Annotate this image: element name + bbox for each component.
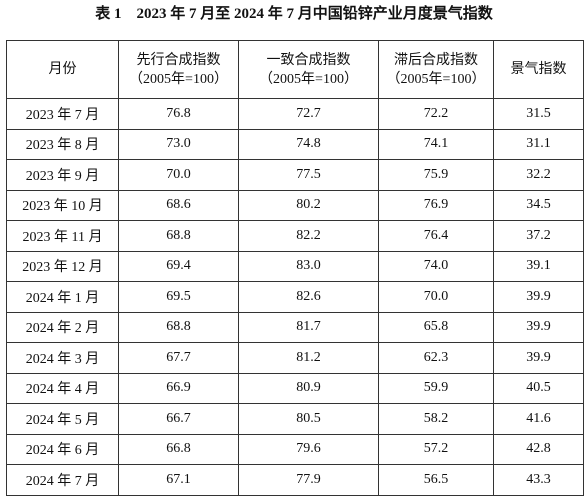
value-cell: 66.7 <box>118 403 239 435</box>
value-cell: 80.5 <box>238 403 379 435</box>
value-cell: 41.6 <box>493 403 584 435</box>
table-row: 2023 年 12 月 69.4 83.0 74.0 39.1 <box>6 250 584 282</box>
table-row: 2024 年 1 月 69.5 82.6 70.0 39.9 <box>6 281 584 313</box>
value-cell: 74.1 <box>378 128 494 160</box>
value-cell: 82.6 <box>238 281 379 313</box>
value-cell: 79.6 <box>238 433 379 465</box>
value-cell: 76.8 <box>118 98 239 130</box>
value-cell: 67.7 <box>118 342 239 374</box>
value-cell: 81.7 <box>238 311 379 343</box>
header-line: 先行合成指数 <box>136 52 221 68</box>
header-cell: 月份 <box>6 40 119 99</box>
table-row: 2024 年 5 月 66.7 80.5 58.2 41.6 <box>6 403 584 435</box>
month-cell: 2023 年 11 月 <box>6 220 119 252</box>
value-cell: 62.3 <box>378 342 494 374</box>
value-cell: 80.9 <box>238 372 379 404</box>
value-cell: 37.2 <box>493 220 584 252</box>
header-line: 滞后合成指数 <box>394 52 478 68</box>
table: 月份 先行合成指数 （2005年=100） 一致合成指数 （2005年=100） 滞后合成… <box>6 40 584 496</box>
table-row: 2023 年 8 月 73.0 74.8 74.1 31.1 <box>6 128 584 160</box>
value-cell: 39.9 <box>493 311 584 343</box>
value-cell: 32.2 <box>493 159 584 191</box>
month-cell: 2024 年 3 月 <box>6 342 119 374</box>
value-cell: 68.8 <box>118 311 239 343</box>
table-row: 2023 年 9 月 70.0 77.5 75.9 32.2 <box>6 159 584 191</box>
month-cell: 2023 年 12 月 <box>6 250 119 282</box>
value-cell: 69.4 <box>118 250 239 282</box>
month-cell: 2023 年 9 月 <box>6 159 119 191</box>
value-cell: 76.4 <box>378 220 494 252</box>
value-cell: 43.3 <box>493 464 584 496</box>
header-cell: 景气指数 <box>493 40 584 99</box>
value-cell: 40.5 <box>493 372 584 404</box>
month-cell: 2024 年 1 月 <box>6 281 119 313</box>
value-cell: 76.9 <box>378 189 494 221</box>
value-cell: 59.9 <box>378 372 494 404</box>
value-cell: 39.9 <box>493 342 584 374</box>
value-cell: 39.9 <box>493 281 584 313</box>
month-cell: 2024 年 4 月 <box>6 372 119 404</box>
value-cell: 56.5 <box>378 464 494 496</box>
header-row: 月份 先行合成指数 （2005年=100） 一致合成指数 （2005年=100） 滞后合成… <box>6 40 584 99</box>
month-cell: 2023 年 7 月 <box>6 98 119 130</box>
header-line: （2005年=100） <box>259 71 358 87</box>
value-cell: 67.1 <box>118 464 239 496</box>
value-cell: 42.8 <box>493 433 584 465</box>
header-line: （2005年=100） <box>386 71 486 87</box>
value-cell: 57.2 <box>378 433 494 465</box>
header-line: 一致合成指数 <box>266 52 351 68</box>
value-cell: 82.2 <box>238 220 379 252</box>
value-cell: 31.1 <box>493 128 584 160</box>
value-cell: 70.0 <box>118 159 239 191</box>
table-row: 2024 年 4 月 66.9 80.9 59.9 40.5 <box>6 372 584 404</box>
value-cell: 80.2 <box>238 189 379 221</box>
value-cell: 31.5 <box>493 98 584 130</box>
value-cell: 34.5 <box>493 189 584 221</box>
value-cell: 72.2 <box>378 98 494 130</box>
value-cell: 39.1 <box>493 250 584 282</box>
value-cell: 77.9 <box>238 464 379 496</box>
value-cell: 83.0 <box>238 250 379 282</box>
month-cell: 2024 年 2 月 <box>6 311 119 343</box>
header-line: 月份 <box>48 62 77 77</box>
table-row: 2023 年 7 月 76.8 72.7 72.2 31.5 <box>6 98 584 130</box>
value-cell: 73.0 <box>118 128 239 160</box>
value-cell: 75.9 <box>378 159 494 191</box>
value-cell: 72.7 <box>238 98 379 130</box>
header-line: 景气指数 <box>510 62 567 77</box>
value-cell: 58.2 <box>378 403 494 435</box>
month-cell: 2024 年 7 月 <box>6 464 119 496</box>
table-row: 2024 年 6 月 66.8 79.6 57.2 42.8 <box>6 433 584 465</box>
month-cell: 2024 年 6 月 <box>6 433 119 465</box>
table-row: 2024 年 2 月 68.8 81.7 65.8 39.9 <box>6 311 584 343</box>
month-cell: 2023 年 8 月 <box>6 128 119 160</box>
month-cell: 2023 年 10 月 <box>6 189 119 221</box>
value-cell: 74.0 <box>378 250 494 282</box>
value-cell: 74.8 <box>238 128 379 160</box>
header-cell: 一致合成指数 （2005年=100） <box>238 40 379 99</box>
table-row: 2023 年 11 月 68.8 82.2 76.4 37.2 <box>6 220 584 252</box>
value-cell: 66.8 <box>118 433 239 465</box>
value-cell: 66.9 <box>118 372 239 404</box>
value-cell: 81.2 <box>238 342 379 374</box>
table-row: 2023 年 10 月 68.6 80.2 76.9 34.5 <box>6 189 584 221</box>
header-cell: 先行合成指数 （2005年=100） <box>118 40 239 99</box>
table-row: 2024 年 7 月 67.1 77.9 56.5 43.3 <box>6 464 584 496</box>
value-cell: 70.0 <box>378 281 494 313</box>
value-cell: 69.5 <box>118 281 239 313</box>
value-cell: 68.6 <box>118 189 239 221</box>
header-cell: 滞后合成指数 （2005年=100） <box>378 40 494 99</box>
value-cell: 65.8 <box>378 311 494 343</box>
month-cell: 2024 年 5 月 <box>6 403 119 435</box>
value-cell: 68.8 <box>118 220 239 252</box>
table-row: 2024 年 3 月 67.7 81.2 62.3 39.9 <box>6 342 584 374</box>
table-title: 表 1 2023 年 7 月至 2024 年 7 月中国铅锌产业月度景气指数 <box>95 6 493 22</box>
table-body: 2023 年 7 月 76.8 72.7 72.2 31.5 2023 年 8 月 73.0… <box>6 98 584 496</box>
header-line: （2005年=100） <box>129 71 228 87</box>
value-cell: 77.5 <box>238 159 379 191</box>
